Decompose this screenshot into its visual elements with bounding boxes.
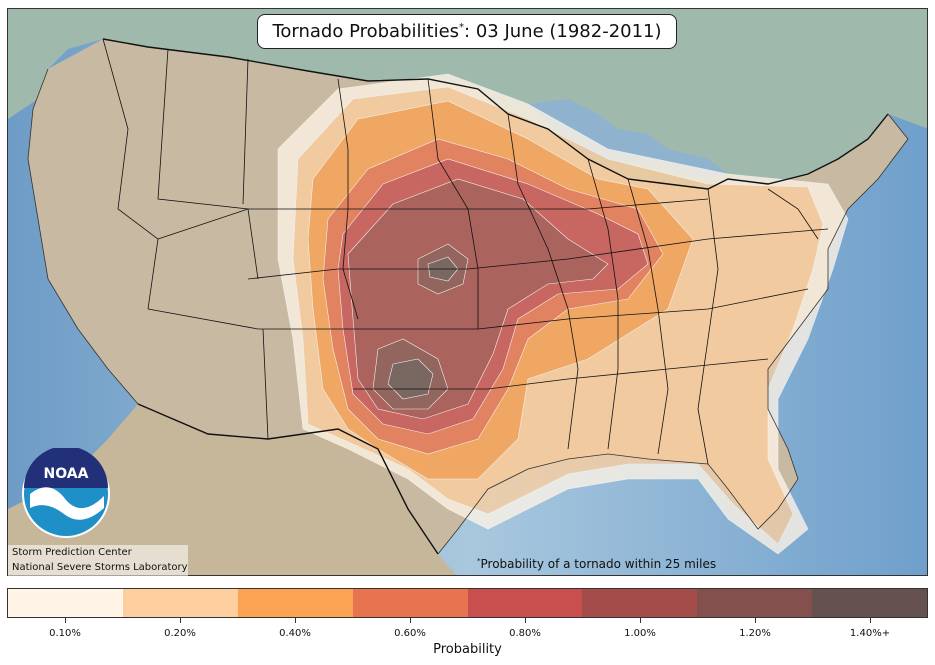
- map-canvas: [8, 9, 927, 575]
- title-marker: *: [459, 22, 465, 33]
- colorbar-tick: [410, 618, 411, 623]
- colorbar-tick-label: 1.00%: [624, 628, 656, 639]
- title-main: Tornado Probabilities: [272, 21, 460, 42]
- colorbar-segment: [8, 589, 123, 617]
- mexico-border: [137, 403, 439, 555]
- colorbar-tick: [295, 618, 296, 623]
- colorbar-axis-label: Probability: [433, 642, 502, 657]
- footnote: *Probability of a tornado within 25 mile…: [477, 557, 716, 571]
- map-title: Tornado Probabilities*: 03 June (1982-20…: [257, 14, 677, 49]
- colorbar-tick-label: 0.80%: [509, 628, 541, 639]
- colorbar-tick: [755, 618, 756, 623]
- colorbar-tick: [525, 618, 526, 623]
- colorbar-tick-label: 0.20%: [164, 628, 196, 639]
- colorbar-tick-label: 0.60%: [394, 628, 426, 639]
- colorbar-segment: [812, 589, 927, 617]
- colorbar-segment: [697, 589, 813, 617]
- map-frame: [7, 8, 928, 576]
- colorbar-segment: [122, 589, 238, 617]
- colorbar-tick-label: 1.20%: [739, 628, 771, 639]
- great-lakes: [528, 99, 728, 179]
- colorbar-tick-label: 0.10%: [49, 628, 81, 639]
- canada-land: [8, 9, 927, 189]
- noaa-logo-text: NOAA: [44, 466, 89, 482]
- colorbar-tick: [180, 618, 181, 623]
- title-separator: :: [464, 21, 476, 42]
- footnote-text: Probability of a tornado within 25 miles: [480, 557, 717, 571]
- colorbar-segment: [352, 589, 468, 617]
- probability-contours: [277, 73, 849, 555]
- credit-nssl: National Severe Storms Laboratory: [12, 562, 188, 573]
- colorbar: [7, 588, 928, 618]
- footnote-marker: *: [477, 557, 481, 565]
- colorbar-tick: [65, 618, 66, 623]
- noaa-logo: NOAA: [22, 448, 110, 538]
- title-date: 03 June (1982-2011): [475, 21, 662, 42]
- colorbar-segment: [467, 589, 583, 617]
- colorbar-tick: [870, 618, 871, 623]
- us-coastline: [27, 68, 909, 555]
- state-borders: [102, 38, 829, 465]
- colorbar-tick-label: 0.40%: [279, 628, 311, 639]
- contour-1-40: [387, 256, 459, 400]
- canada-border: [102, 38, 889, 190]
- colorbar-tick-label: 1.40%+: [849, 628, 891, 639]
- colorbar-segment: [237, 589, 353, 617]
- colorbar-segment: [582, 589, 698, 617]
- credits-box: Storm Prediction Center National Severe …: [8, 545, 188, 576]
- colorbar-tick: [640, 618, 641, 623]
- credit-spc: Storm Prediction Center: [12, 547, 132, 558]
